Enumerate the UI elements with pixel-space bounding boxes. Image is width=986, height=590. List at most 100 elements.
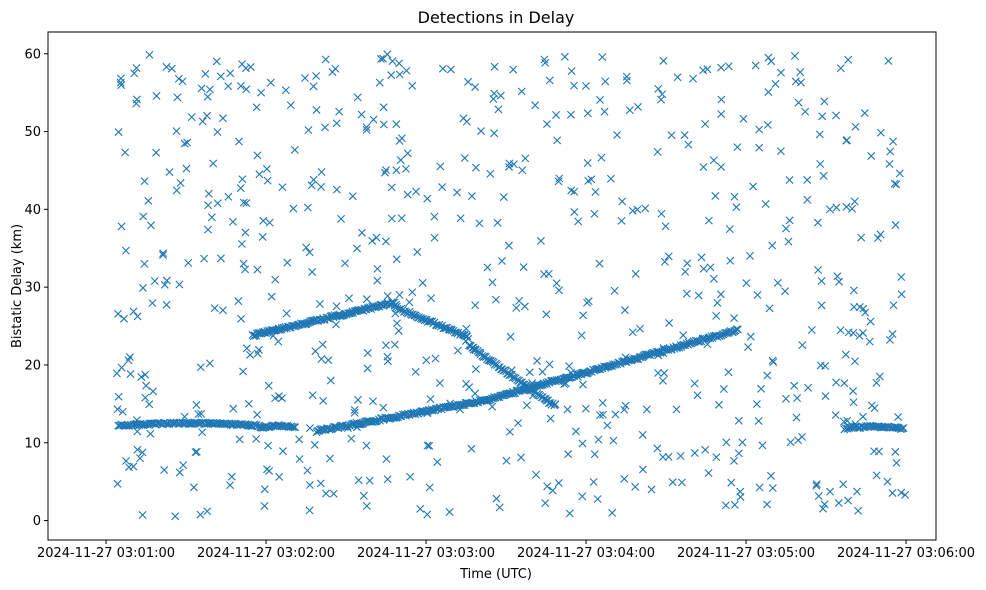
data-point [771, 79, 780, 88]
data-point [146, 429, 155, 438]
data-point [475, 219, 484, 228]
data-point [353, 93, 362, 102]
data-point [729, 456, 738, 465]
data-point [601, 77, 610, 86]
data-point [167, 64, 176, 73]
data-point [844, 496, 853, 505]
data-point [851, 420, 860, 429]
axes-frame [47, 31, 937, 541]
y-tick-label: 20 [24, 358, 41, 373]
data-point [490, 129, 499, 138]
data-point [379, 403, 388, 412]
data-point [178, 77, 187, 86]
data-point [121, 148, 130, 157]
data-point [140, 177, 149, 186]
data-point [422, 356, 431, 365]
data-point [733, 143, 742, 152]
data-point [392, 255, 401, 264]
data-point [611, 410, 620, 419]
data-point [381, 168, 389, 177]
data-point [149, 387, 158, 396]
data-point [631, 482, 640, 491]
data-point [606, 361, 615, 370]
data-point [848, 204, 857, 213]
data-point [872, 471, 881, 480]
data-point [246, 350, 255, 359]
data-point [721, 501, 730, 510]
data-point [204, 225, 213, 234]
data-point [712, 453, 721, 462]
data-point [362, 295, 371, 304]
data-point [897, 290, 906, 299]
data-point [463, 332, 472, 341]
data-point [242, 344, 251, 353]
data-point [560, 52, 569, 61]
y-tick-label: 40 [24, 203, 41, 218]
data-point [373, 276, 382, 285]
chart-title: Detections in Delay [418, 8, 575, 27]
data-point [241, 228, 250, 237]
data-point [438, 183, 447, 192]
data-point [331, 64, 340, 73]
data-point [717, 110, 726, 119]
data-point [583, 159, 592, 167]
data-point [647, 485, 656, 494]
data-point [332, 302, 341, 311]
data-point [570, 81, 579, 90]
data-point [141, 393, 150, 402]
data-point [266, 78, 275, 87]
data-point [425, 441, 434, 450]
data-point [859, 412, 867, 421]
data-point [812, 481, 821, 490]
data-point [598, 53, 607, 62]
data-point [860, 109, 869, 118]
data-point [664, 452, 673, 461]
data-point [375, 78, 384, 87]
data-point [803, 175, 812, 184]
data-point [369, 115, 378, 124]
data-point [493, 218, 502, 227]
data-point [642, 405, 651, 414]
data-point [264, 441, 273, 450]
data-point [873, 234, 882, 243]
data-point [242, 85, 251, 94]
data-point [467, 192, 476, 201]
data-point [340, 259, 349, 268]
data-point [234, 297, 243, 306]
data-point [412, 187, 420, 196]
data-point [321, 123, 330, 132]
data-point [387, 183, 396, 192]
data-point [681, 267, 690, 276]
data-point [236, 184, 245, 193]
data-point [776, 147, 785, 156]
data-point [817, 276, 826, 285]
data-point [840, 379, 849, 388]
data-point [638, 430, 647, 439]
data-point [460, 154, 469, 163]
data-point [490, 89, 499, 98]
data-point [704, 469, 713, 478]
data-point [566, 368, 575, 377]
data-point [836, 326, 845, 335]
data-point [132, 416, 141, 425]
data-point [841, 350, 850, 359]
data-point [174, 74, 183, 83]
data-point [844, 55, 853, 64]
data-point [560, 380, 569, 388]
data-point [288, 422, 297, 431]
data-point [791, 77, 800, 86]
data-point [865, 337, 874, 346]
data-point [690, 379, 699, 388]
data-point [567, 67, 576, 76]
data-point [300, 74, 309, 83]
data-point [238, 175, 247, 184]
data-point [849, 286, 858, 295]
data-point [117, 81, 126, 90]
data-point [381, 166, 390, 175]
data-point [274, 337, 283, 346]
data-point [430, 233, 439, 242]
data-point [350, 406, 359, 415]
data-point [711, 191, 720, 200]
data-point [872, 378, 881, 387]
data-point [621, 401, 630, 410]
